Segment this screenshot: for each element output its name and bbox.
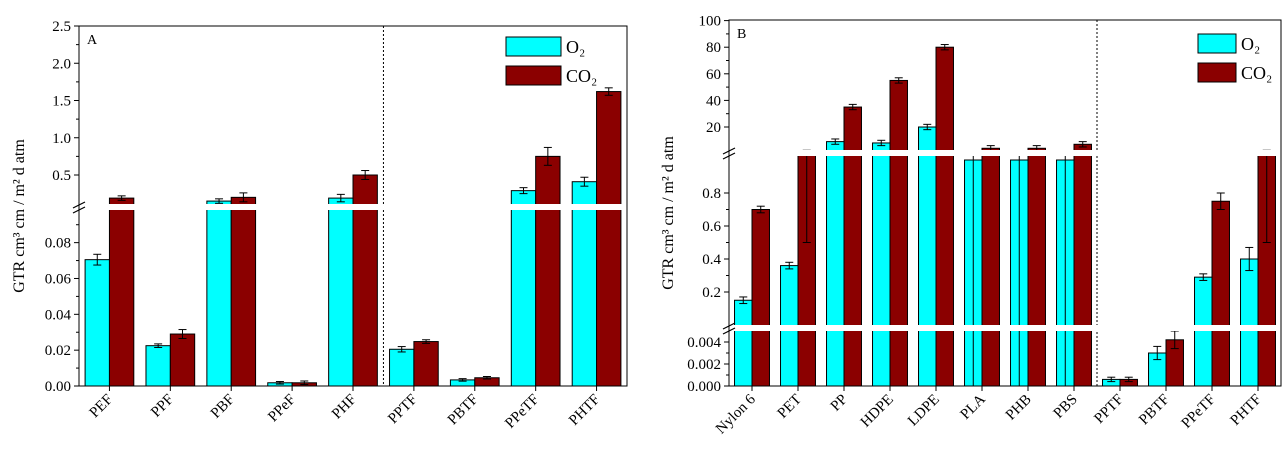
x-tick-label: PPeTF (1179, 392, 1219, 432)
y-tick-label: 0.002 (687, 357, 721, 373)
x-tick-label: PHF (329, 392, 360, 423)
bar-o2 (511, 191, 535, 386)
y-tick-label: 0.2 (702, 285, 721, 301)
x-tick-label: PLA (957, 391, 988, 422)
x-tick-label: PHTF (1228, 392, 1265, 429)
y-tick-label: 60 (706, 67, 721, 83)
axis-break-gap (80, 204, 626, 210)
x-tick-label: PBF (208, 392, 238, 422)
x-tick-label: PPTF (385, 392, 420, 427)
y-axis-label: GTR cm³ cm / m² d atm (11, 139, 28, 293)
bar-o2 (735, 300, 752, 386)
bar-o2 (873, 143, 890, 386)
bar-co2 (844, 107, 861, 386)
y-tick-label: 20 (706, 120, 721, 136)
x-tick-label: PHB (1003, 392, 1035, 424)
legend-swatch-co2 (1198, 63, 1236, 82)
x-tick-label: PBS (1051, 392, 1081, 422)
y-tick-label: 0.4 (702, 252, 721, 268)
x-tick-label: PPTF (1091, 392, 1126, 427)
y-tick-label: 1.0 (52, 131, 71, 147)
x-tick-label: HDPE (858, 392, 897, 431)
x-tick-label: PEF (87, 392, 117, 422)
x-tick-label: Nylon 6 (713, 391, 759, 437)
y-tick-label: 2.0 (52, 56, 71, 72)
bar-o2 (1241, 259, 1258, 386)
x-tick-label: PPeF (265, 392, 299, 426)
y-tick-label: 80 (706, 40, 721, 56)
bar-o2 (85, 260, 109, 386)
y-tick-label: 0.5 (52, 168, 71, 184)
x-tick-label: PHTF (566, 392, 603, 429)
bar-co2 (982, 148, 999, 386)
x-tick-label: PET (775, 392, 805, 422)
bar-co2 (109, 198, 133, 386)
x-tick-label: PBTF (445, 392, 482, 429)
legend-label-co2: CO₂ (1241, 63, 1272, 83)
legend-swatch-o2 (1198, 34, 1236, 53)
y-tick-label: 0.000 (687, 379, 721, 395)
y-tick-label: 0.00 (45, 379, 71, 395)
bar-co2 (1028, 148, 1045, 386)
bar-o2 (827, 142, 844, 386)
y-axis-label: GTR cm³ cm / m² d atm (660, 136, 677, 290)
bar-co2 (752, 210, 769, 387)
bar-co2 (414, 342, 438, 386)
y-tick-label: 0.06 (45, 271, 72, 287)
x-tick-label: LDPE (905, 392, 943, 430)
y-tick-label: 0.08 (45, 236, 71, 252)
bar-o2 (146, 346, 170, 386)
legend-label-co2: CO₂ (566, 66, 597, 86)
y-tick-label: 40 (706, 93, 721, 109)
axis-break-gap (730, 150, 1280, 156)
bar-co2 (1212, 201, 1229, 386)
y-tick-label: 0.8 (702, 186, 721, 202)
bar-co2 (536, 156, 560, 386)
bar-o2 (329, 198, 353, 386)
axis-break-gap (730, 325, 1280, 331)
bar-co2 (597, 92, 621, 386)
bar-o2 (390, 349, 414, 386)
bar-co2 (1074, 144, 1091, 386)
bar-co2 (890, 80, 907, 386)
bar-o2 (1195, 277, 1212, 386)
y-tick-label: 0.004 (687, 335, 721, 351)
chart-panel-b: Nylon 6 PET PP HDPE LDPE PLA PHB PBS PPTF PBTF PPe… (655, 0, 1283, 451)
y-tick-label: 1.5 (52, 94, 71, 110)
y-tick-label: 0.6 (702, 219, 721, 235)
panel-label: A (87, 33, 98, 48)
x-tick-label: PP (828, 392, 851, 415)
y-tick-label: 0.02 (45, 343, 71, 359)
bar-co2 (936, 47, 953, 386)
legend-label-o2: O₂ (1241, 34, 1260, 54)
y-tick-label: 0.04 (45, 307, 72, 323)
bar-co2 (170, 334, 194, 386)
legend-label-o2: O₂ (566, 37, 585, 57)
legend-swatch-co2 (506, 66, 561, 85)
x-tick-label: PPeTF (502, 392, 542, 432)
panel-label: B (737, 27, 746, 42)
bar-o2 (207, 201, 231, 386)
y-tick-label: 2.5 (52, 19, 71, 35)
chart-panel-a: PEF PPF PBF PPeF PHF PPTF PBTF PPeTF PHTF 0.00 0.0… (0, 0, 650, 451)
bar-co2 (231, 197, 255, 386)
y-tick-label: 100 (699, 14, 722, 30)
x-tick-label: PPF (148, 392, 177, 421)
bar-o2 (919, 127, 936, 386)
bar-o2 (572, 182, 596, 386)
x-tick-label: PBTF (1136, 392, 1173, 429)
legend-swatch-o2 (506, 37, 561, 56)
